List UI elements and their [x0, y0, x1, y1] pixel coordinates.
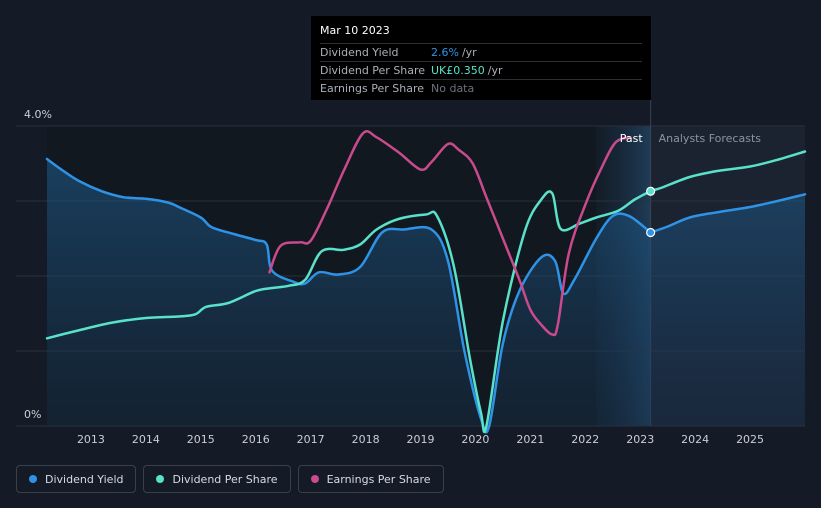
legend-label: Earnings Per Share	[326, 472, 431, 486]
x-tick-label: 2013	[77, 433, 105, 446]
x-tick-label: 2021	[516, 433, 544, 446]
x-tick-label: 2018	[352, 433, 380, 446]
y-axis-top-label: 4.0%	[24, 108, 52, 121]
legend-dot-icon	[156, 475, 165, 483]
x-tick-label: 2024	[681, 433, 709, 446]
past-region-label: Past	[620, 132, 644, 145]
tooltip-value: No data	[431, 82, 475, 95]
x-tick-label: 2022	[571, 433, 599, 446]
tooltip-value: UK£0.350	[431, 64, 485, 77]
dividend-yield-marker	[646, 227, 656, 238]
hover-tooltip: Mar 10 2023 Dividend Yield 2.6% /yr Divi…	[311, 16, 651, 100]
area-layer	[47, 159, 805, 433]
tooltip-row-earnings-per-share: Earnings Per Share No data	[320, 79, 642, 97]
y-axis-bottom-label: 0%	[24, 408, 41, 421]
dividend-yield-area	[47, 159, 805, 433]
forecast-region-label: Analysts Forecasts	[659, 132, 762, 145]
tooltip-label: Earnings Per Share	[320, 82, 425, 95]
legend-dot-icon	[29, 475, 37, 483]
tooltip-unit: /yr	[487, 64, 503, 77]
axis-layer: 2013 2014 2015 2016 2017 2018 2019 2020 2021 2022…	[24, 108, 764, 446]
tooltip-unit: /yr	[461, 46, 477, 59]
legend-label: Dividend Per Share	[172, 472, 278, 486]
tooltip-value: 2.6%	[431, 46, 459, 59]
dividend-yield-forecast-line	[649, 193, 807, 234]
x-tick-label: 2017	[297, 433, 325, 446]
legend-dot-icon	[310, 475, 319, 483]
marker-layer	[646, 186, 656, 238]
x-tick-label: 2020	[461, 433, 489, 446]
legend-item-earnings-per-share[interactable]: Earnings Per Share	[297, 465, 444, 493]
dividend-per-share-line	[45, 150, 807, 434]
tooltip-label: Dividend Per Share	[320, 64, 426, 77]
chart-legend: Dividend Yield Dividend Per Share Earnin…	[16, 465, 444, 493]
legend-item-dividend-yield[interactable]: Dividend Yield	[16, 465, 137, 493]
tooltip-row-dividend-yield: Dividend Yield 2.6% /yr	[320, 43, 642, 61]
dividend-per-share-marker	[646, 186, 656, 196]
x-tick-label: 2015	[187, 433, 215, 446]
legend-item-dividend-per-share[interactable]: Dividend Per Share	[143, 465, 291, 493]
x-tick-label: 2014	[132, 433, 160, 446]
x-tick-label: 2025	[736, 433, 764, 446]
x-tick-label: 2016	[242, 433, 270, 446]
x-tick-label: 2019	[407, 433, 435, 446]
tooltip-label: Dividend Yield	[320, 46, 399, 59]
tooltip-row-dividend-per-share: Dividend Per Share UK£0.350 /yr	[320, 61, 642, 79]
line-layer	[45, 130, 807, 434]
earnings-per-share-line	[268, 130, 631, 337]
legend-label: Dividend Yield	[45, 472, 124, 486]
tooltip-date: Mar 10 2023	[320, 24, 390, 37]
x-tick-label: 2023	[626, 433, 654, 446]
dividend-yield-line	[45, 157, 652, 434]
